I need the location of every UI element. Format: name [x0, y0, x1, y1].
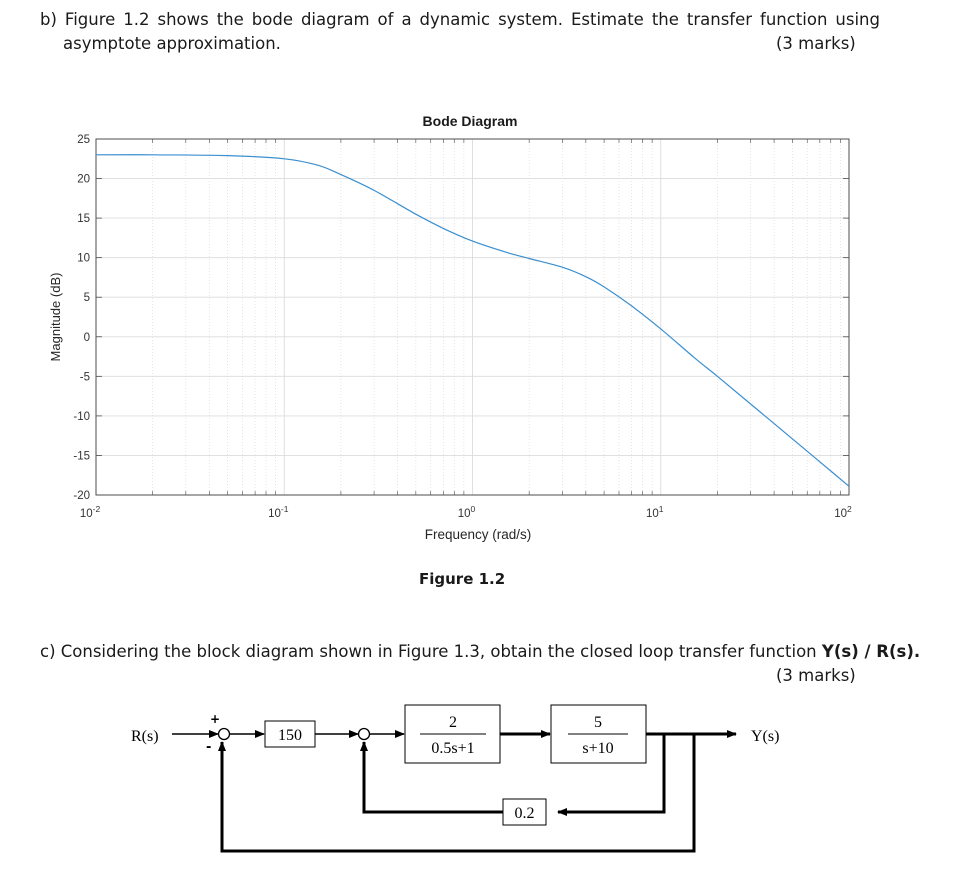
x-axis-label: Frequency (rad/s) [425, 527, 532, 542]
summing-junction-2 [357, 727, 371, 741]
y-tick-label: 0 [84, 332, 90, 344]
question-c-transfer-function: Y(s) / R(s) [821, 642, 914, 661]
gain-block-150 [264, 720, 316, 748]
question-c-line: c) Considering the block diagram shown i… [40, 640, 920, 664]
input-label-r: R(s) [131, 728, 159, 745]
x-tick-label: 10-1 [268, 504, 289, 520]
minor-gridlines [152, 139, 841, 495]
x-axis-ticks: 10-2 10-1 100 101 102 [80, 139, 852, 520]
question-b-marks: (3 marks) [776, 34, 856, 53]
question-c-prefix: c) Considering the block diagram shown i… [40, 642, 822, 661]
y-tick-label: -20 [73, 490, 90, 502]
tf1-denominator: 0.5s+1 [431, 740, 474, 757]
x-tick-label: 10-2 [80, 504, 101, 520]
y-tick-label: 20 [77, 174, 90, 186]
y-axis-ticks: 25 20 15 10 5 0 -5 -10 -15 -20 [73, 134, 849, 502]
y-tick-label: -15 [73, 450, 90, 462]
plot-frame [95, 138, 850, 496]
magnitude-series-line [95, 154, 850, 487]
figure-caption-1-2: Figure 1.2 [419, 570, 506, 588]
x-tick-label: 101 [646, 504, 664, 520]
gain-block-label: 150 [278, 727, 302, 744]
question-b-line1: b) Figure 1.2 shows the bode diagram of … [40, 10, 880, 29]
sum1-plus-sign: + [210, 712, 220, 726]
chart-title: Bode Diagram [423, 113, 518, 129]
tf2-numerator: 5 [594, 714, 602, 731]
tf1-numerator: 2 [449, 714, 457, 731]
question-b-line2: asymptote approximation. [63, 34, 281, 53]
question-c-marks: (3 marks) [776, 666, 856, 685]
output-label-y: Y(s) [751, 728, 779, 745]
x-tick-label: 102 [834, 504, 852, 520]
wire-outer-feedback [218, 734, 696, 853]
question-c-suffix: . [913, 642, 921, 661]
block-diagram: R(s) + - 150 2 0.5s+1 5 s+10 Y(s) 0.2 [131, 704, 779, 853]
y-tick-label: 10 [77, 253, 90, 265]
y-tick-label: -5 [80, 371, 90, 383]
feedback-gain-block [502, 798, 547, 826]
feedback-gain-label: 0.2 [515, 805, 535, 822]
x-tick-label: 100 [458, 504, 476, 520]
wire-inner-feedback-to-sum2 [360, 741, 503, 814]
sum1-minus-sign: - [206, 740, 211, 755]
summing-junction-1 [217, 727, 231, 741]
y-tick-label: 15 [77, 213, 90, 225]
wire-inner-feedback-to-gain [557, 734, 666, 816]
tf2-denominator: s+10 [582, 740, 613, 757]
y-tick-label: 5 [84, 292, 90, 304]
y-axis-label: Magnitude (dB) [48, 273, 63, 362]
y-tick-label: -10 [73, 411, 90, 423]
y-tick-label: 25 [77, 134, 90, 146]
